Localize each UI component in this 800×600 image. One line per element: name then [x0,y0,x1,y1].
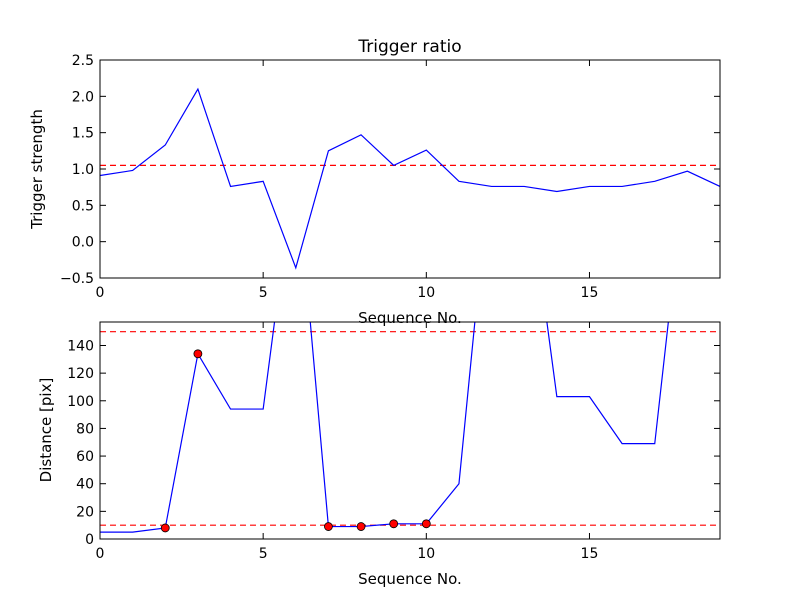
plot-area [100,322,720,533]
data-point-marker [421,519,431,529]
data-point-marker [389,519,399,529]
y-tick-label: 40 [76,477,94,493]
data-point-marker [324,522,333,531]
y-tick-label: 60 [76,449,94,465]
y-tick-label: 0 [85,532,94,548]
series-line [100,322,669,533]
y-tick-label: 0.5 [72,198,94,214]
y-tick-label: 2.5 [72,53,94,69]
data-point-marker [356,522,366,531]
data-point-marker [193,349,203,359]
chart-title: Trigger ratio [357,37,461,57]
trigger-ratio-chart: Trigger ratio Sequence No. Trigger stren… [28,37,721,327]
x-tick-label: 0 [96,546,105,562]
y-tick-label: 1.5 [72,126,94,142]
y-tick-label: 0.0 [72,235,94,251]
x-axis-label: Sequence No. [358,570,462,588]
axes-frame [99,59,721,279]
x-tick-label: 15 [581,546,599,562]
y-tick-label: 2.0 [72,89,94,105]
y-tick-label: 100 [67,394,94,410]
plot-area [100,87,720,270]
y-tick-label: −0.5 [60,271,94,287]
x-tick-label: 10 [417,546,435,562]
x-tick-label: 15 [581,285,599,301]
y-axis-label: Distance [pix] [37,378,55,483]
y-tick-label: 20 [76,504,94,520]
distance-chart: Sequence No. Distance [pix] 0 5 10 15 0 20 40 6… [37,321,721,588]
y-tick-label: 120 [67,366,94,382]
x-tick-label: 5 [259,285,268,301]
y-tick-label: 80 [76,421,94,437]
x-axis-label: Sequence No. [358,309,462,327]
y-tick-label: 1.0 [72,162,94,178]
y-axis-label: Trigger strength [28,109,46,230]
x-tick-label: 10 [417,285,435,301]
data-point-marker [160,523,170,533]
axes-frame [99,321,721,540]
x-tick-label: 5 [259,546,268,562]
series-line [100,87,720,270]
y-tick-label: 140 [67,338,94,354]
x-tick-label: 0 [96,285,105,301]
